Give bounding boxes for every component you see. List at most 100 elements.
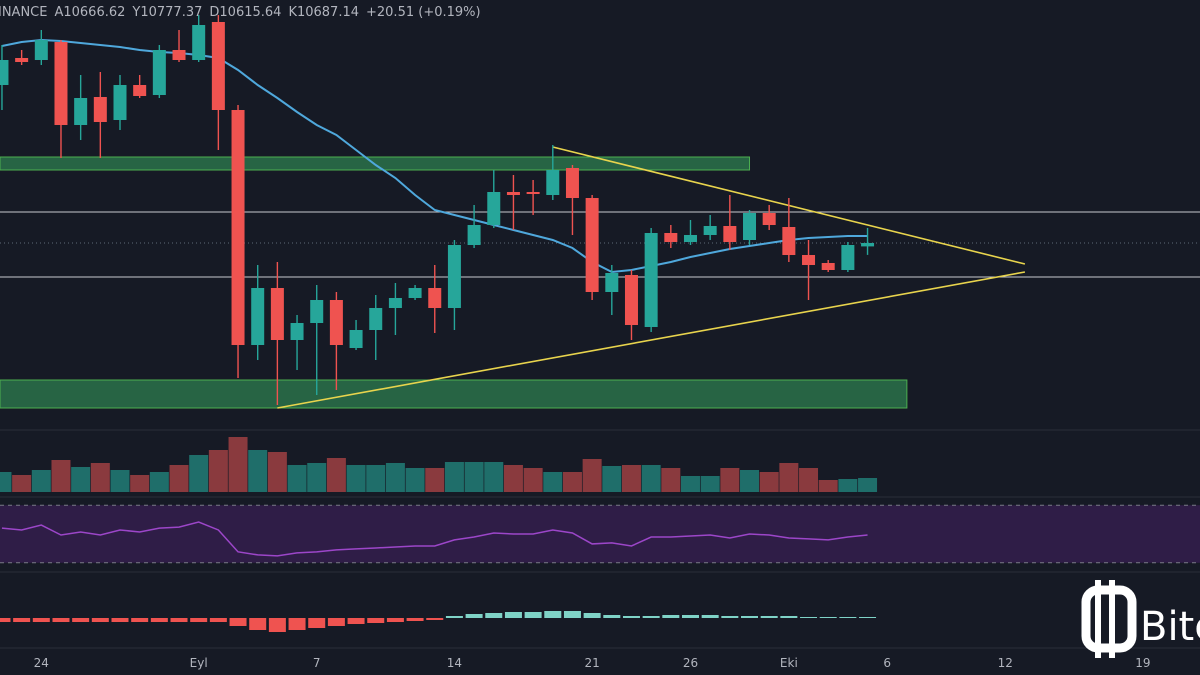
candle-body <box>467 225 481 245</box>
rsi-line <box>1 521 868 557</box>
volume-bar <box>385 463 405 492</box>
macd-bar <box>603 615 621 618</box>
x-tick-label: 12 <box>998 656 1013 670</box>
candle-body <box>743 213 757 240</box>
macd-bar <box>111 618 129 622</box>
macd-bar <box>583 613 601 618</box>
macd-bar <box>150 618 168 622</box>
volume-bar <box>562 472 582 492</box>
macd-bar <box>800 617 818 618</box>
macd-bar <box>170 618 188 622</box>
candle-body <box>723 226 737 242</box>
candle-body <box>74 98 88 125</box>
x-tick-label: 14 <box>447 656 462 670</box>
candle-body <box>251 288 265 345</box>
macd-bar <box>268 618 286 632</box>
volume-bar <box>12 475 32 492</box>
legend-close: K10687.14 <box>288 5 359 20</box>
candle-body <box>841 245 855 270</box>
brand-logo: Bitc <box>1081 580 1200 658</box>
macd-bar <box>32 618 50 622</box>
volume-bar <box>779 463 799 492</box>
candle-body <box>644 233 658 327</box>
candle-body <box>231 110 245 345</box>
macd-bar <box>563 611 581 618</box>
macd-bar <box>0 618 11 622</box>
x-tick-label: 6 <box>883 656 891 670</box>
candle-body <box>447 245 461 308</box>
volume-bar <box>149 472 169 492</box>
candle-body <box>664 233 678 242</box>
volume-bar <box>582 459 602 492</box>
candle-body <box>54 42 68 125</box>
support-zone <box>0 379 908 409</box>
volume-bar <box>700 476 720 492</box>
volume-bar <box>602 466 622 492</box>
candle-body <box>270 288 284 340</box>
volume-bar <box>818 480 838 492</box>
candle-body <box>802 255 816 265</box>
candle-body <box>585 198 599 292</box>
candle-body <box>782 227 796 255</box>
volume-bar <box>307 463 327 492</box>
volume-bar <box>680 476 700 492</box>
candle-body <box>192 25 206 60</box>
macd-bar <box>72 618 90 622</box>
x-tick-label: 19 <box>1135 656 1150 670</box>
volume-bar <box>346 465 366 492</box>
volume-bar <box>858 478 878 492</box>
candle-body <box>546 170 560 195</box>
macd-bar <box>642 616 660 618</box>
candle-body <box>821 263 835 270</box>
macd-bar <box>544 611 562 618</box>
volume-bar <box>444 462 464 492</box>
candle-body <box>211 22 225 110</box>
macd-bar <box>721 616 739 618</box>
candle-body <box>408 288 422 298</box>
volume-bar <box>621 465 641 492</box>
volume-bar <box>484 462 504 492</box>
volume-bar <box>51 460 71 492</box>
macd-bar <box>819 617 837 618</box>
volume-bar <box>740 470 760 492</box>
candle-body <box>605 273 619 292</box>
macd-bar <box>839 617 857 618</box>
macd-bar <box>504 612 522 618</box>
volume-bar <box>425 468 445 492</box>
macd-bar <box>249 618 267 630</box>
candle-body <box>349 330 363 348</box>
x-tick-label: Eki <box>780 656 798 670</box>
macd-bar <box>327 618 345 626</box>
volume-bar <box>543 472 563 492</box>
macd-bar <box>662 615 680 618</box>
macd-bar <box>741 616 759 618</box>
volume-bar <box>169 465 189 492</box>
macd-bar <box>190 618 208 622</box>
volume-bar <box>189 455 209 492</box>
candle-body <box>310 300 324 323</box>
macd-bar <box>91 618 109 622</box>
macd-bar <box>426 618 444 620</box>
candle-body <box>172 50 186 60</box>
x-tick-label: 26 <box>683 656 698 670</box>
volume-bar <box>31 470 51 492</box>
candle-body <box>487 192 501 225</box>
candle-body <box>369 308 383 330</box>
macd-bar <box>780 616 798 618</box>
volume-bar <box>267 452 287 492</box>
exchange: INANCE <box>0 5 48 20</box>
brand-text: Bitc <box>1140 604 1200 650</box>
macd-bar <box>308 618 326 628</box>
macd-bar <box>229 618 247 626</box>
candle-body <box>15 58 29 62</box>
volume-bar <box>464 462 484 492</box>
macd-bar <box>367 618 385 623</box>
legend-open: A10666.62 <box>54 5 126 20</box>
volume-bar <box>838 479 858 492</box>
candle-body <box>565 168 579 198</box>
candle-body <box>113 85 127 120</box>
candle-body <box>329 300 343 345</box>
volume-bar <box>366 465 386 492</box>
